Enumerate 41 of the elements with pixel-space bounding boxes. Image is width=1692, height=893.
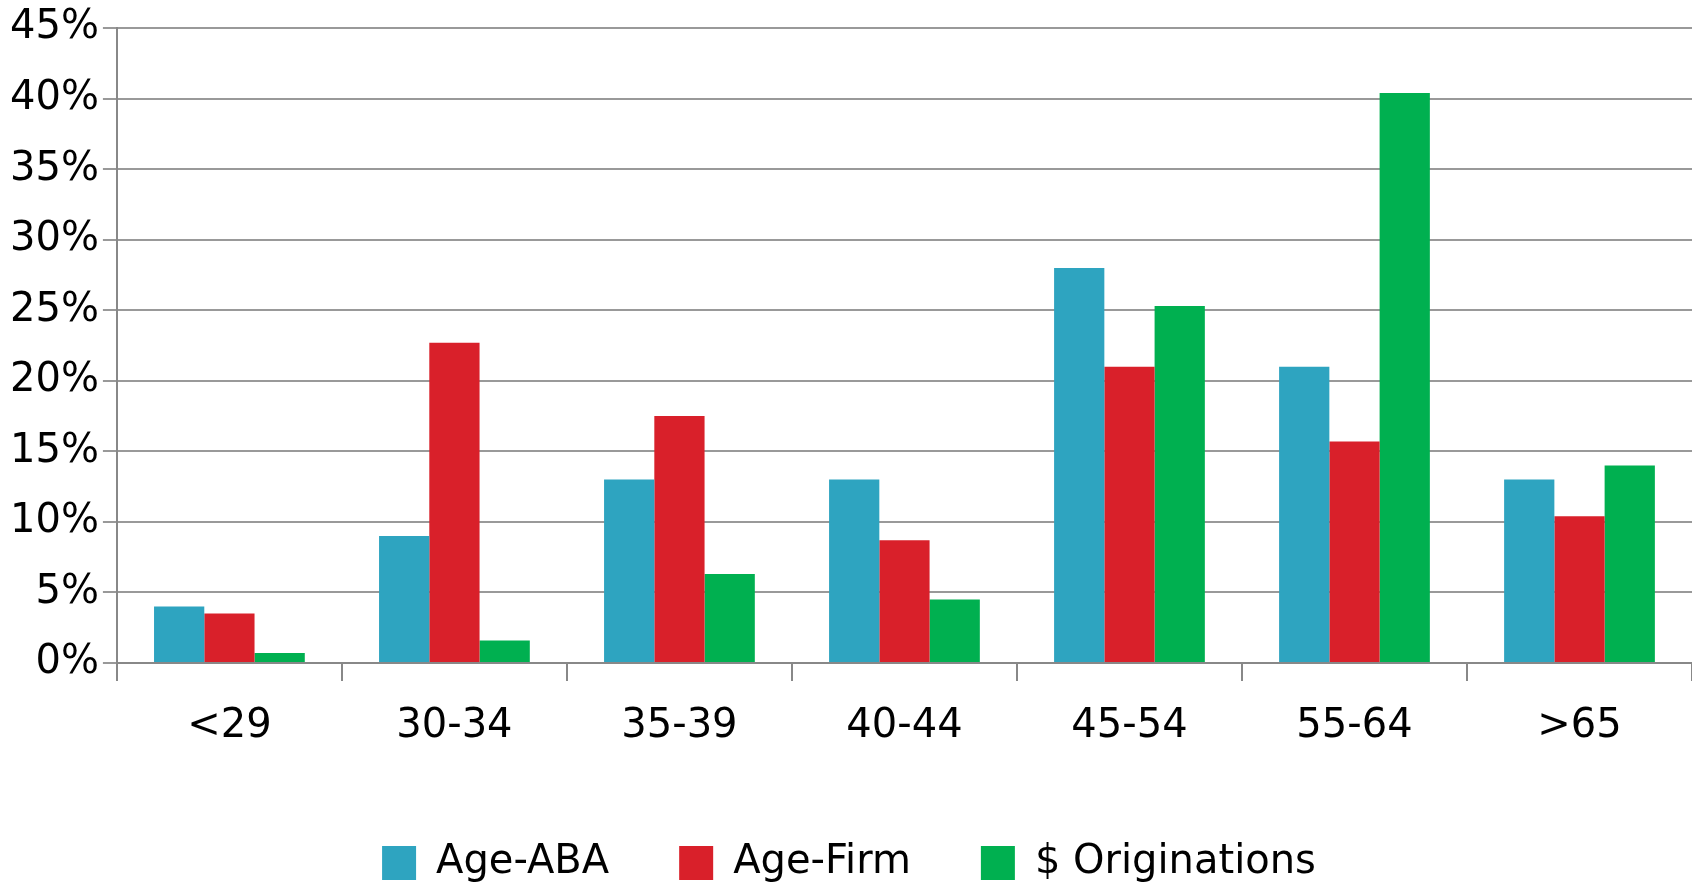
x-tick-label: 55-64 — [1296, 700, 1413, 747]
bar — [1329, 441, 1380, 662]
bar — [1054, 267, 1105, 662]
bar — [1504, 479, 1555, 662]
bar — [204, 613, 255, 662]
bar — [604, 479, 655, 662]
y-tick-label: 45% — [10, 1, 99, 48]
y-tick-label: 25% — [10, 283, 99, 330]
y-tick-label: 30% — [10, 213, 99, 260]
legend-label: Age-ABA — [436, 836, 610, 883]
bar — [1604, 465, 1655, 662]
y-tick-label: 10% — [10, 495, 99, 542]
bar — [254, 653, 305, 662]
y-tick-label: 40% — [10, 71, 99, 118]
legend-label: $ Originations — [1034, 836, 1316, 883]
bar — [1279, 366, 1330, 662]
legend-label: Age-Firm — [733, 836, 911, 883]
x-tick-label: 45-54 — [1071, 700, 1188, 747]
bar — [1104, 366, 1155, 662]
bar — [929, 599, 980, 662]
x-tick-label: 40-44 — [846, 700, 963, 747]
bar — [829, 479, 880, 662]
x-tick-label: <29 — [187, 700, 272, 747]
y-tick-label: 15% — [10, 424, 99, 471]
bar — [879, 540, 930, 662]
bar — [1379, 92, 1430, 662]
bar — [429, 342, 480, 662]
y-tick-label: 5% — [35, 565, 99, 612]
y-tick-label: 20% — [10, 354, 99, 401]
bar — [379, 536, 430, 662]
bar — [1554, 516, 1605, 662]
x-tick-label: >65 — [1537, 700, 1622, 747]
x-tick-label: 35-39 — [621, 700, 738, 747]
y-tick-label: 35% — [10, 142, 99, 189]
bar — [154, 606, 205, 662]
bar — [479, 640, 530, 662]
bar — [1154, 305, 1205, 662]
y-tick-label: 0% — [35, 636, 99, 683]
bar — [654, 416, 705, 662]
bar — [704, 574, 755, 662]
x-tick-label: 30-34 — [396, 700, 513, 747]
